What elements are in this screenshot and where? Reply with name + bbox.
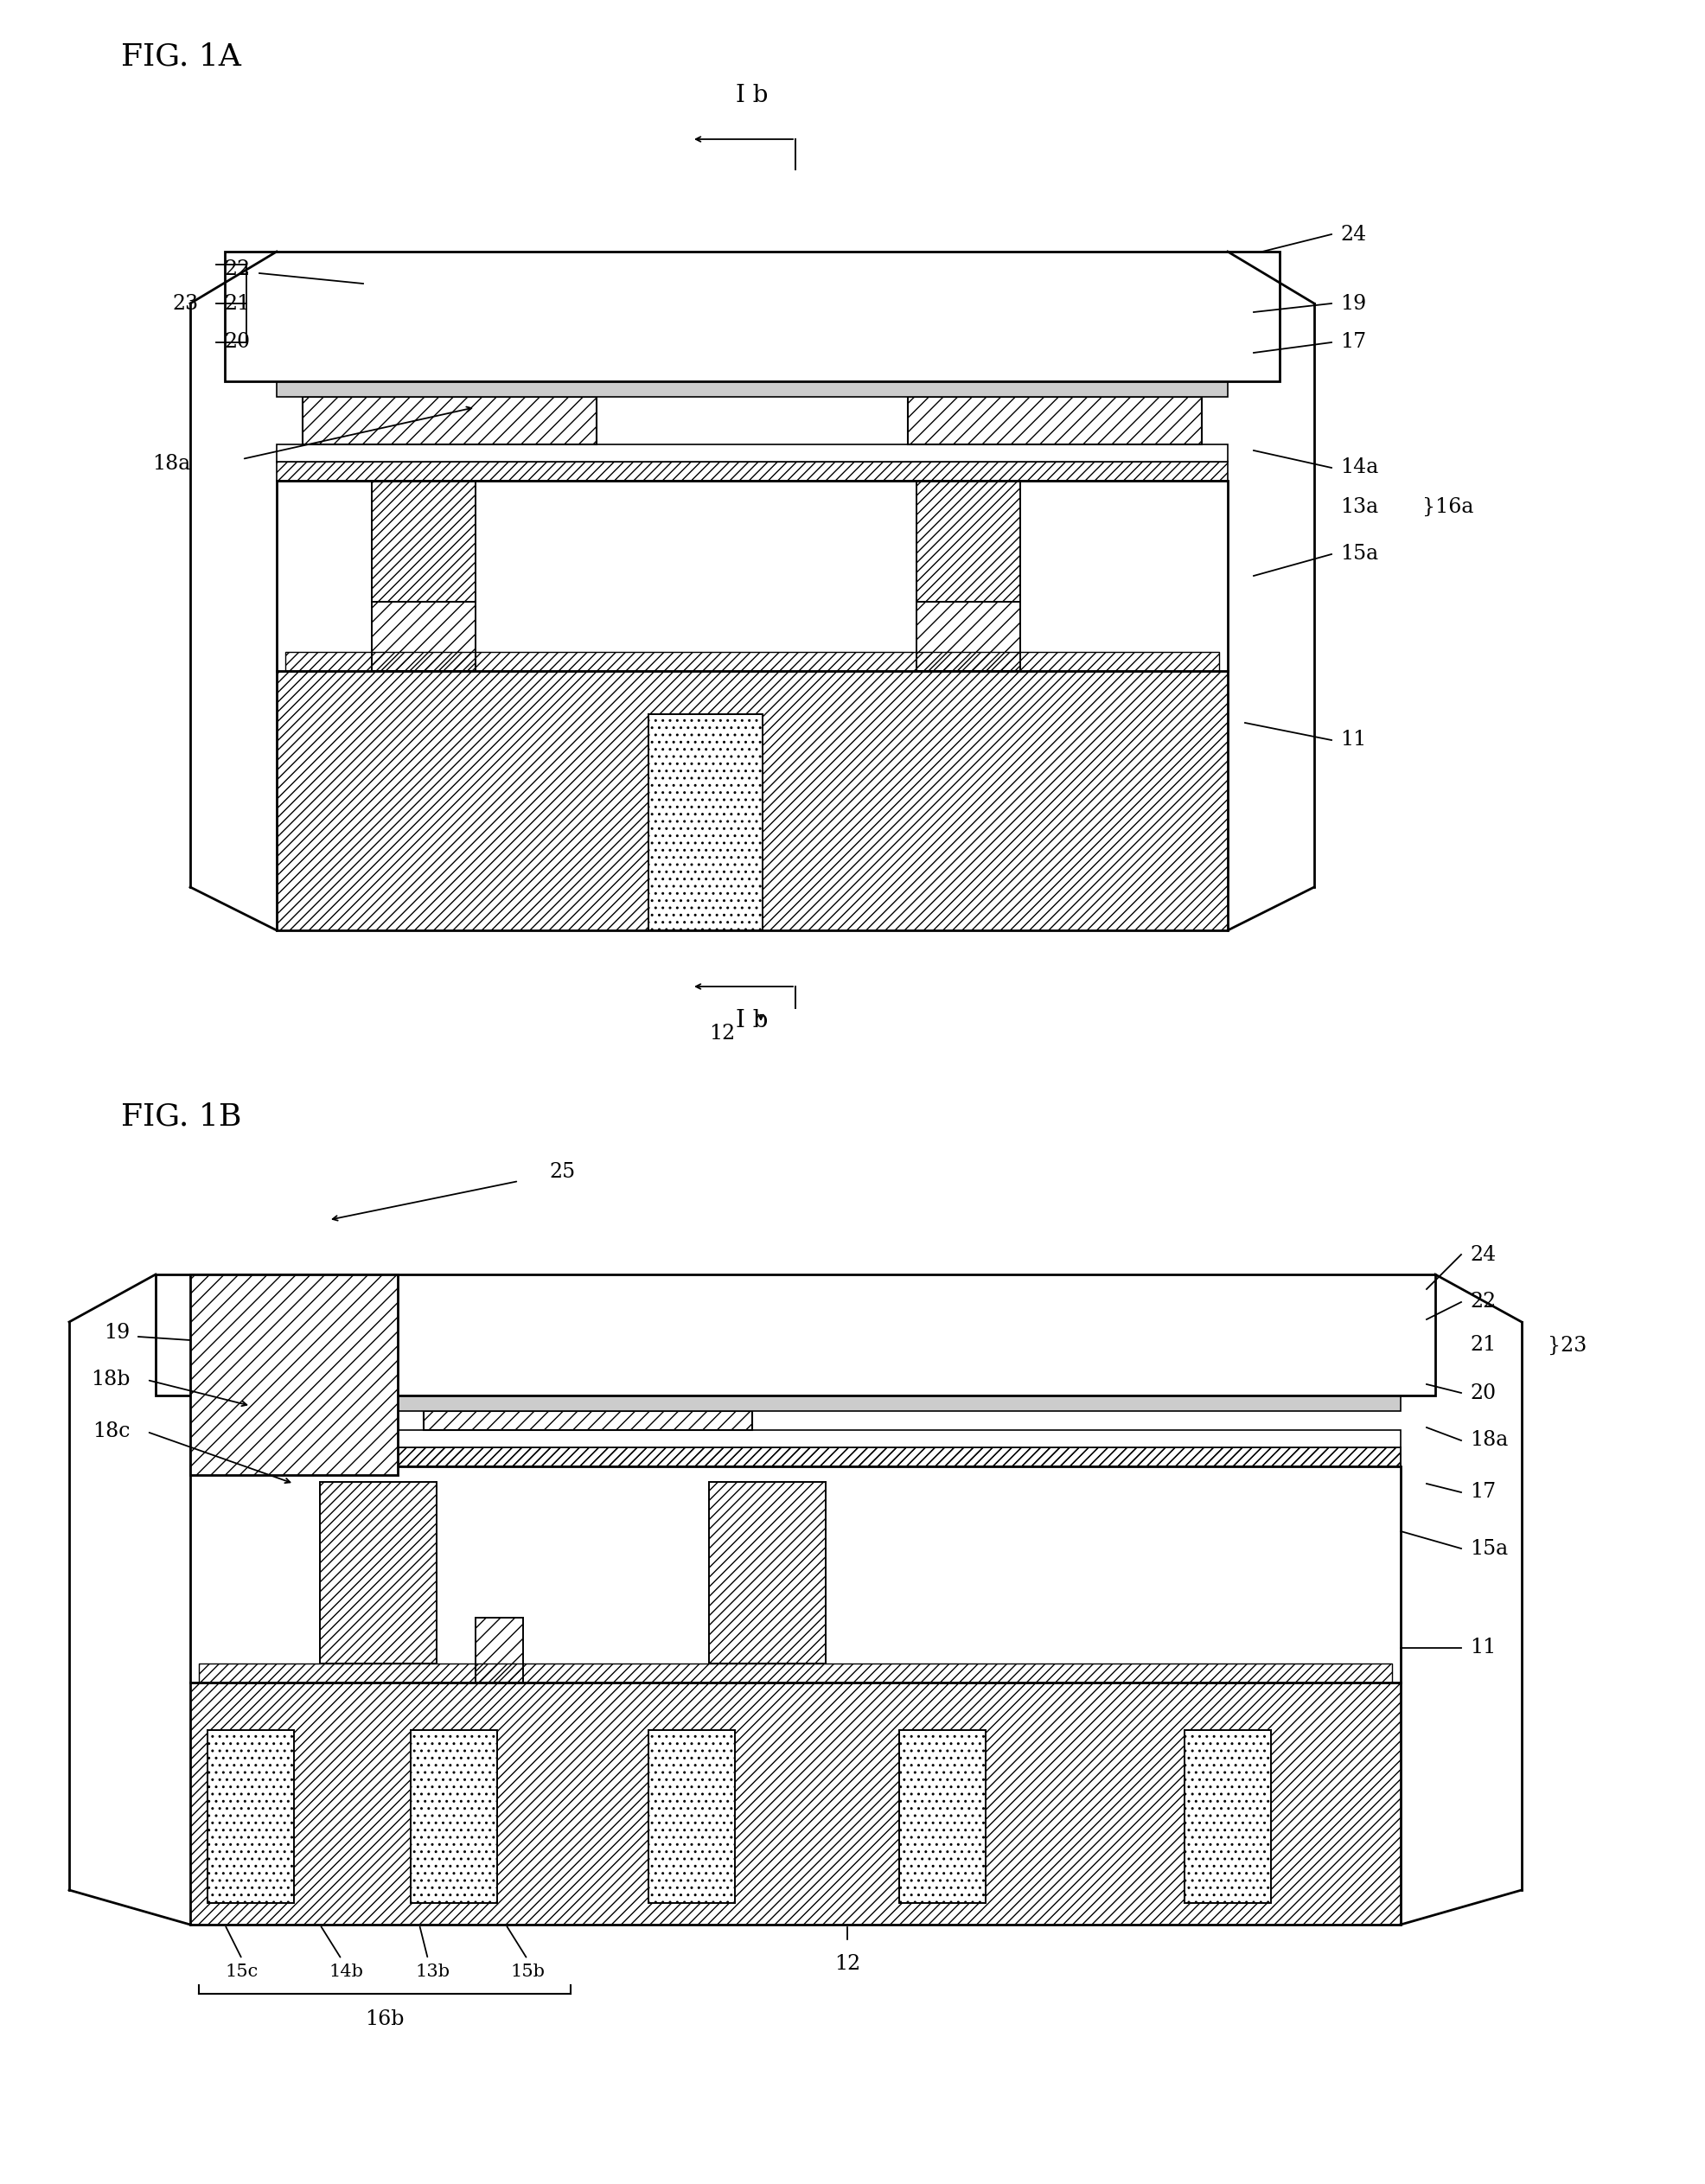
Text: 18c: 18c [92, 1422, 130, 1441]
Bar [276, 480, 1228, 670]
Text: 14b: 14b [329, 1963, 363, 1981]
Text: 22: 22 [225, 260, 251, 280]
Bar [907, 397, 1202, 443]
Text: 22: 22 [1470, 1293, 1495, 1313]
Text: 23: 23 [172, 293, 199, 314]
Bar [423, 1411, 752, 1431]
Text: 15c: 15c [225, 1963, 259, 1981]
Bar [191, 1275, 397, 1474]
Bar [411, 1730, 498, 1902]
Bar [397, 1431, 1402, 1448]
Bar [648, 714, 762, 930]
Bar [917, 603, 1020, 670]
Text: 13b: 13b [414, 1963, 450, 1981]
Bar [302, 397, 597, 443]
Text: I b: I b [737, 1009, 769, 1033]
Bar [372, 603, 476, 670]
Text: 18a: 18a [1470, 1431, 1509, 1450]
Text: 14a: 14a [1340, 459, 1378, 478]
Bar [191, 1448, 1402, 1465]
Bar [199, 1664, 1391, 1682]
Bar [1185, 1730, 1270, 1902]
Text: 17: 17 [1470, 1483, 1495, 1503]
Bar [476, 1618, 523, 1682]
Text: 24: 24 [1470, 1245, 1495, 1265]
Bar [397, 1448, 1402, 1465]
Text: 15a: 15a [1470, 1538, 1507, 1559]
Bar [208, 1730, 293, 1902]
Text: 11: 11 [1470, 1638, 1495, 1658]
Text: 15a: 15a [1340, 544, 1378, 563]
Text: 15b: 15b [510, 1963, 544, 1981]
Bar [155, 1275, 1436, 1396]
Bar [276, 670, 1228, 930]
Text: 25: 25 [549, 1162, 575, 1182]
Text: 24: 24 [1340, 225, 1366, 245]
Bar [709, 1483, 825, 1664]
Bar [276, 443, 1228, 461]
Text: I b: I b [737, 85, 769, 107]
Bar [917, 480, 1020, 603]
Text: 21: 21 [1470, 1334, 1495, 1356]
Bar [372, 480, 476, 603]
Text: 16b: 16b [365, 2009, 404, 2029]
Text: FIG. 1B: FIG. 1B [121, 1101, 242, 1131]
Bar [899, 1730, 985, 1902]
Text: FIG. 1A: FIG. 1A [121, 41, 240, 72]
Text: 17: 17 [1340, 332, 1366, 352]
Text: 19: 19 [104, 1324, 130, 1343]
Text: 18a: 18a [152, 454, 191, 474]
Text: 21: 21 [225, 293, 251, 314]
Text: }23: }23 [1548, 1334, 1587, 1356]
Text: 12: 12 [834, 1952, 861, 1974]
Text: 19: 19 [1340, 293, 1366, 314]
Bar [191, 1682, 1402, 1924]
Bar [276, 461, 1228, 480]
Bar [397, 1396, 1402, 1411]
Text: 20: 20 [225, 332, 251, 352]
Text: 20: 20 [1470, 1382, 1495, 1402]
Bar [191, 1465, 1402, 1682]
Bar [321, 1483, 436, 1664]
Text: 18b: 18b [90, 1369, 130, 1389]
Text: 11: 11 [1340, 729, 1366, 749]
Bar [285, 651, 1219, 670]
Text: 13a: 13a [1340, 496, 1378, 518]
Bar [648, 1730, 735, 1902]
Text: }16a: }16a [1422, 496, 1473, 518]
Bar [225, 251, 1280, 382]
Text: 12: 12 [709, 1024, 735, 1044]
Bar [276, 382, 1228, 397]
